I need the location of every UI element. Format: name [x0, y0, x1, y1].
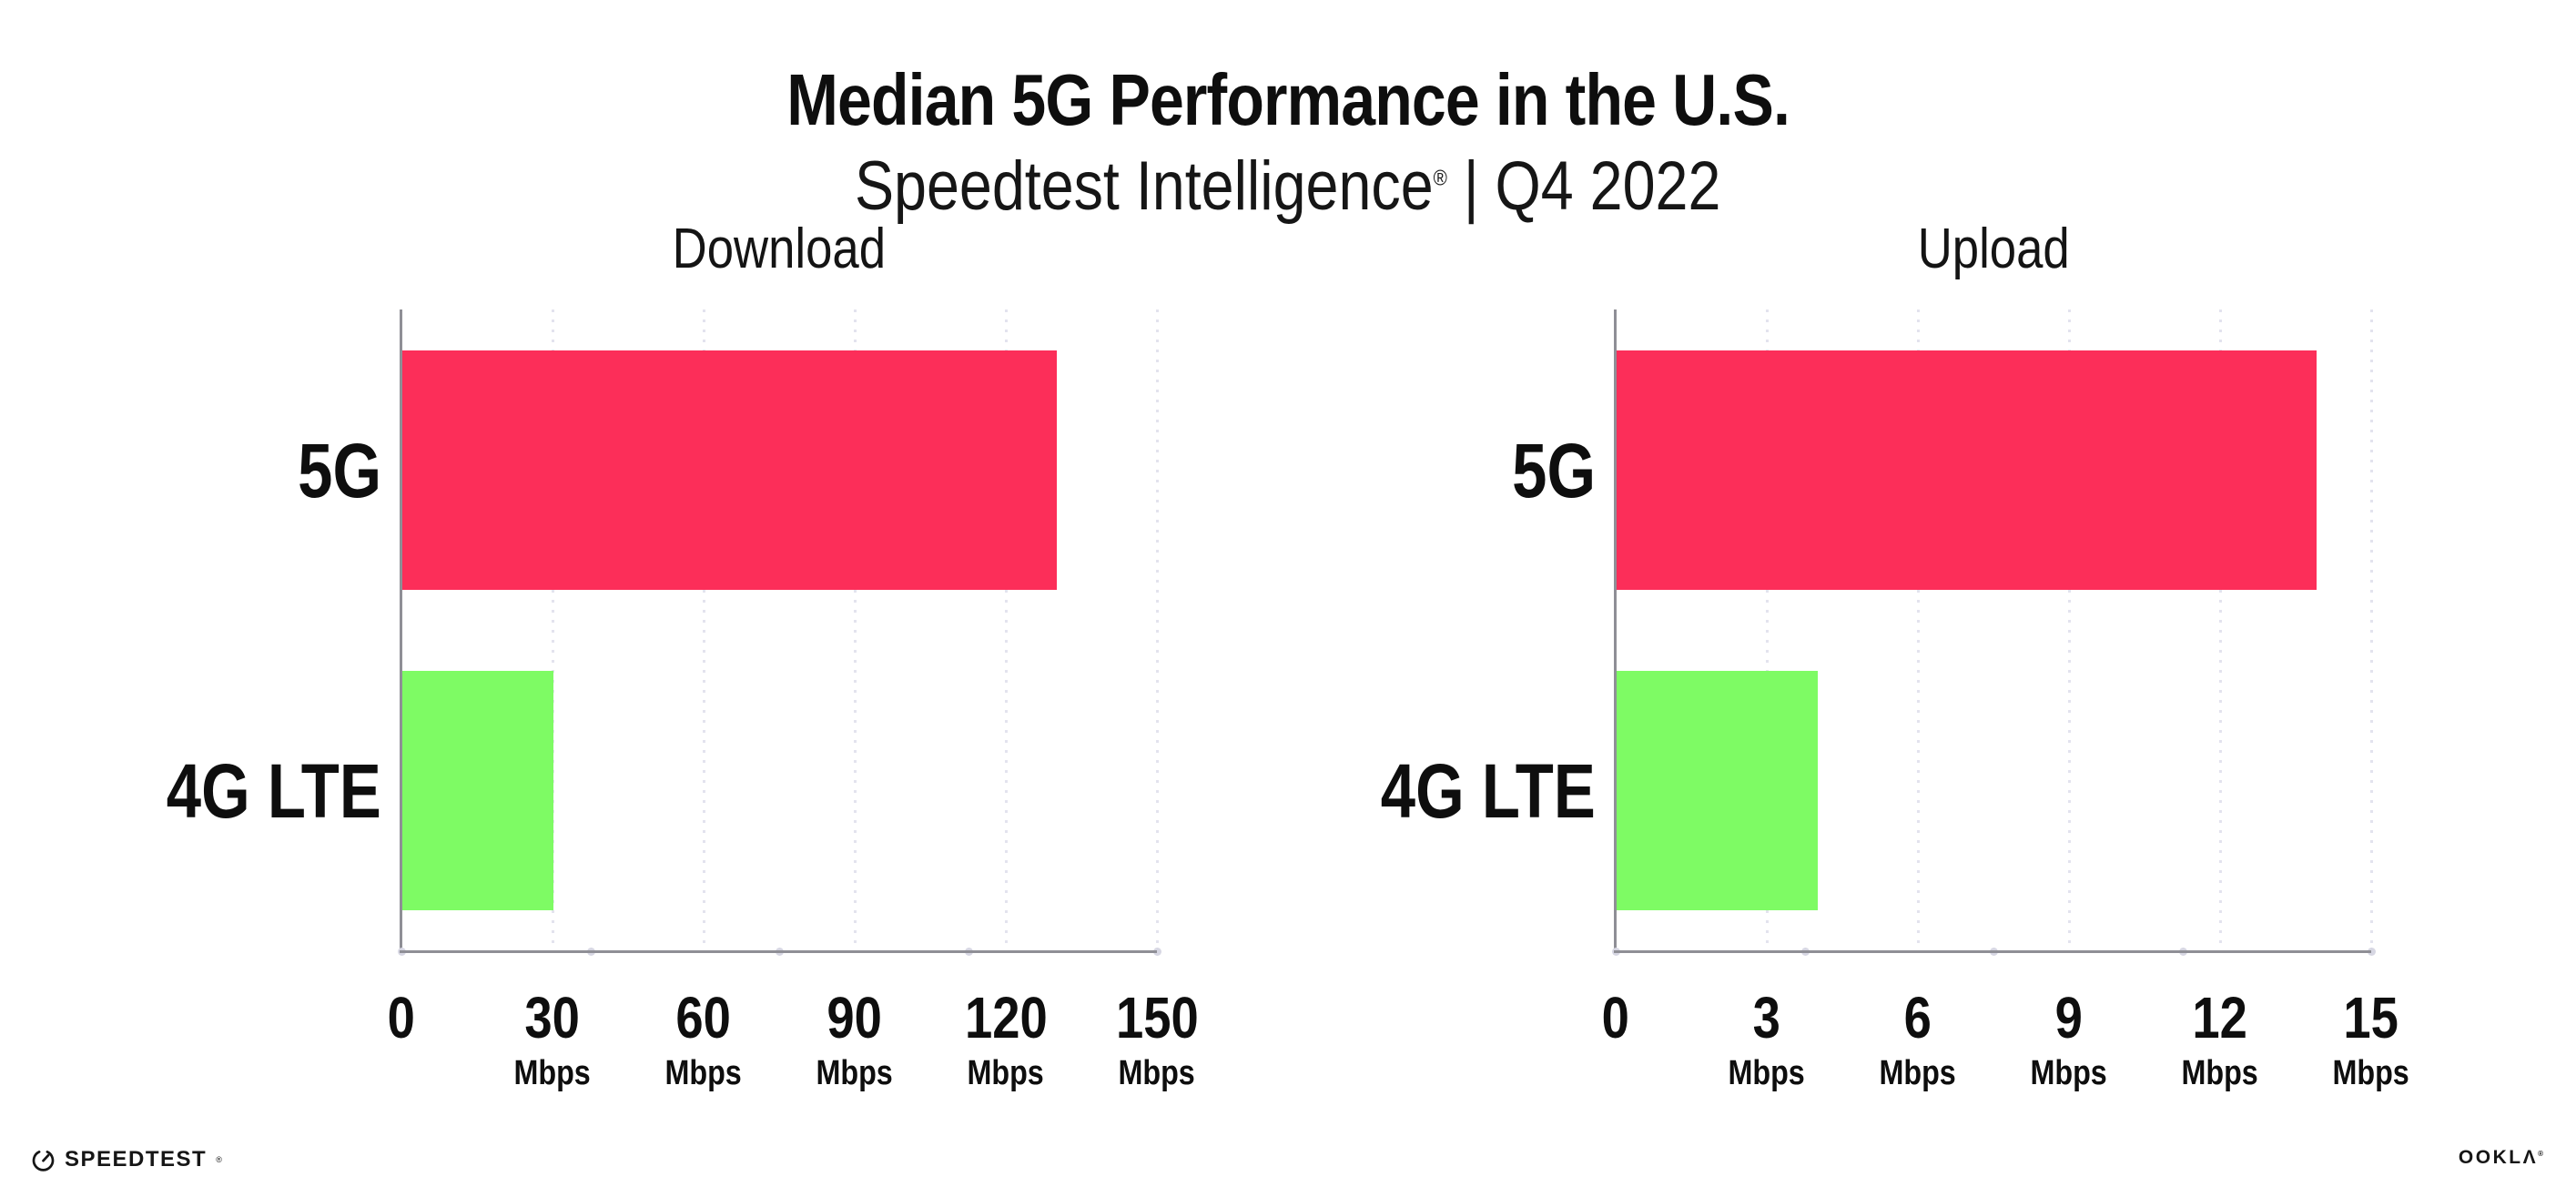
speedtest-logo: SPEEDTEST ® — [31, 1141, 222, 1178]
speedtest-registered-mark: ® — [216, 1155, 222, 1164]
x-tick-value: 0 — [387, 985, 416, 1050]
x-tick-label-120: 120 Mbps — [906, 989, 1106, 1090]
x-tick-label-60: 60 Mbps — [603, 989, 804, 1090]
bar-5g — [1617, 350, 2317, 590]
gridline-120 — [1005, 309, 1008, 951]
page-title: Median 5G Performance in the U.S. — [786, 58, 1790, 140]
x-tick-unit: Mbps — [2332, 1054, 2410, 1092]
gridline-150 — [1156, 309, 1159, 951]
x-tick-value: 90 — [827, 985, 883, 1050]
y-axis-line — [1614, 309, 1617, 953]
x-tick-label-6: 6 Mbps — [1818, 989, 2018, 1090]
ookla-wordmark: OOKLΛ — [2458, 1147, 2539, 1168]
x-tick-label-30: 30 Mbps — [452, 989, 653, 1090]
x-tick-label-3: 3 Mbps — [1667, 989, 1867, 1090]
x-tick-label-0: 0 — [301, 989, 502, 1047]
x-tick-unit: Mbps — [513, 1054, 592, 1092]
page-subtitle: Speedtest Intelligence® | Q4 2022 — [0, 150, 2576, 223]
gridline-3 — [1766, 309, 1769, 951]
gridline-12 — [2219, 309, 2222, 951]
category-label-4g-lte: 4G LTE — [1380, 747, 1596, 834]
x-tick-value: 120 — [964, 985, 1048, 1050]
chart-title-download: Download — [672, 218, 887, 280]
x-tick-value: 6 — [1903, 985, 1932, 1050]
plot-area-upload — [1612, 309, 2376, 956]
x-tick-label-9: 9 Mbps — [1969, 989, 2169, 1090]
plot-area-download — [398, 309, 1161, 956]
gridline-60 — [703, 309, 705, 951]
gridline-15 — [2370, 309, 2373, 951]
ookla-registered-mark: ® — [2538, 1150, 2543, 1158]
x-tick-unit: Mbps — [967, 1054, 1045, 1092]
x-tick-unit: Mbps — [2030, 1054, 2108, 1092]
gridline-30 — [552, 309, 554, 951]
subtitle-brand: Speedtest Intelligence — [855, 147, 1434, 226]
axis-tick-dot — [1153, 948, 1161, 956]
x-tick-label-90: 90 Mbps — [755, 989, 955, 1090]
ookla-logo: OOKLΛ® — [2459, 1147, 2543, 1169]
subtitle-period: | Q4 2022 — [1447, 147, 1721, 226]
chart-title-upload: Upload — [1917, 218, 2070, 280]
x-tick-unit: Mbps — [816, 1054, 894, 1092]
x-tick-unit: Mbps — [1879, 1054, 1957, 1092]
bar-5g — [402, 350, 1058, 590]
x-tick-label-12: 12 Mbps — [2120, 989, 2320, 1090]
registered-trademark-mark: ® — [1433, 166, 1448, 191]
y-axis-line — [400, 309, 402, 953]
x-tick-value: 15 — [2343, 985, 2399, 1050]
x-tick-label-150: 150 Mbps — [1057, 989, 1257, 1090]
gridline-9 — [2068, 309, 2071, 951]
x-tick-value: 9 — [2054, 985, 2084, 1050]
x-tick-value: 3 — [1752, 985, 1781, 1050]
x-axis-line — [400, 950, 1157, 953]
gridline-6 — [1917, 309, 1920, 951]
axis-tick-dot — [2368, 948, 2376, 956]
x-tick-unit: Mbps — [664, 1054, 743, 1092]
x-tick-label-15: 15 Mbps — [2271, 989, 2471, 1090]
category-label-5g: 5G — [298, 427, 381, 513]
category-label-5g: 5G — [1512, 427, 1596, 513]
x-tick-unit: Mbps — [2181, 1054, 2259, 1092]
bar-4g-lte — [1617, 671, 1819, 910]
bar-4g-lte — [402, 671, 553, 910]
gridline-90 — [854, 309, 857, 951]
category-label-4g-lte: 4G LTE — [166, 747, 381, 834]
x-axis-line — [1614, 950, 2371, 953]
x-tick-unit: Mbps — [1728, 1054, 1806, 1092]
x-tick-value: 12 — [2192, 985, 2248, 1050]
x-tick-label-0: 0 — [1516, 989, 1716, 1047]
x-tick-value: 60 — [675, 985, 732, 1050]
speedtest-wordmark: SPEEDTEST — [65, 1147, 208, 1172]
speedtest-gauge-icon — [31, 1148, 56, 1172]
x-tick-value: 30 — [524, 985, 581, 1050]
x-tick-value: 150 — [1115, 985, 1199, 1050]
x-tick-value: 0 — [1601, 985, 1630, 1050]
x-tick-unit: Mbps — [1118, 1054, 1196, 1092]
